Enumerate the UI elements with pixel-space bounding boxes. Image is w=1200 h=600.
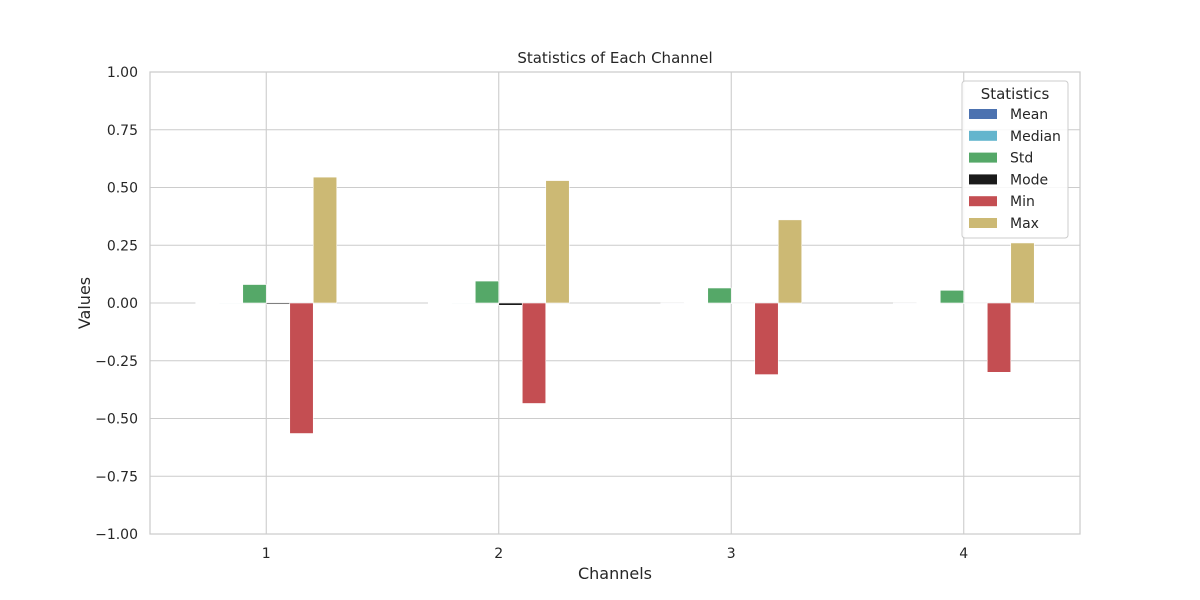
bar-mode-channel-2 [498,302,523,306]
y-tick-label: 1.00 [107,65,138,81]
legend-label-median: Median [1010,129,1061,145]
chart-title: Statistics of Each Channel [517,49,712,67]
bar-min-channel-2 [521,302,547,404]
bar-median-channel-1 [218,302,244,304]
legend-label-std: Std [1010,151,1033,167]
legend-title: Statistics [981,85,1050,103]
bar-std-channel-2 [474,280,500,304]
x-tick-label: 1 [262,546,271,562]
bar-min-channel-1 [289,302,314,434]
x-tick-label: 3 [727,546,736,562]
legend-label-mean: Mean [1010,107,1048,123]
bar-mode-channel-3 [730,302,756,304]
legend-items: Mean Median Std Mode Min Max [969,107,1061,232]
y-tick-label: −1.00 [95,527,138,543]
bar-mode-channel-1 [265,302,291,305]
bar-mean-channel-1 [195,302,220,304]
bar-mean-channel-4 [892,302,918,304]
bar-max-channel-3 [777,219,803,304]
x-tick-label: 4 [959,546,968,562]
legend-swatch-median [969,130,997,141]
bar-max-channel-1 [312,176,338,304]
bar-std-channel-1 [242,284,267,304]
legend-swatch-std [969,152,997,163]
bar-std-channel-3 [707,287,732,304]
legend-swatch-min [969,196,997,207]
y-tick-label: 0.00 [107,296,138,312]
legend-swatch-mean [969,109,997,119]
y-tick-label: −0.25 [95,354,138,370]
legend-label-min: Min [1010,194,1035,210]
y-tick-label: 0.50 [107,181,138,197]
bar-mean-channel-3 [660,302,685,304]
bar-median-channel-4 [916,302,941,304]
x-axis-title: Channels [578,564,652,583]
bar-median-channel-2 [451,302,476,304]
bar-median-channel-3 [683,302,709,304]
legend-label-max: Max [1010,216,1039,232]
y-tick-label: 0.75 [107,123,138,139]
bar-std-channel-4 [939,289,965,304]
bars [195,176,1035,434]
tick-labels: −1.00 −0.75 −0.50 −0.25 0.00 0.25 0.50 0.75 1.00… [95,65,968,562]
legend-swatch-mode [969,174,997,185]
bar-max-channel-4 [1010,242,1035,304]
y-tick-label: −0.75 [95,469,138,485]
bar-max-channel-2 [545,180,570,304]
y-tick-label: 0.25 [107,238,138,254]
y-axis-title: Values [75,277,94,329]
legend: Statistics Mean Median Std Mode Min Max [961,80,1069,239]
x-tick-label: 2 [494,546,503,562]
legend-swatch-max [969,218,997,228]
bar-mode-channel-4 [963,302,988,304]
y-tick-label: −0.50 [95,412,138,428]
plot-frame [149,71,1081,535]
bar-min-channel-3 [754,302,779,375]
bar-min-channel-4 [986,302,1012,373]
legend-label-mode: Mode [1010,172,1048,188]
bar-mean-channel-2 [427,302,453,304]
